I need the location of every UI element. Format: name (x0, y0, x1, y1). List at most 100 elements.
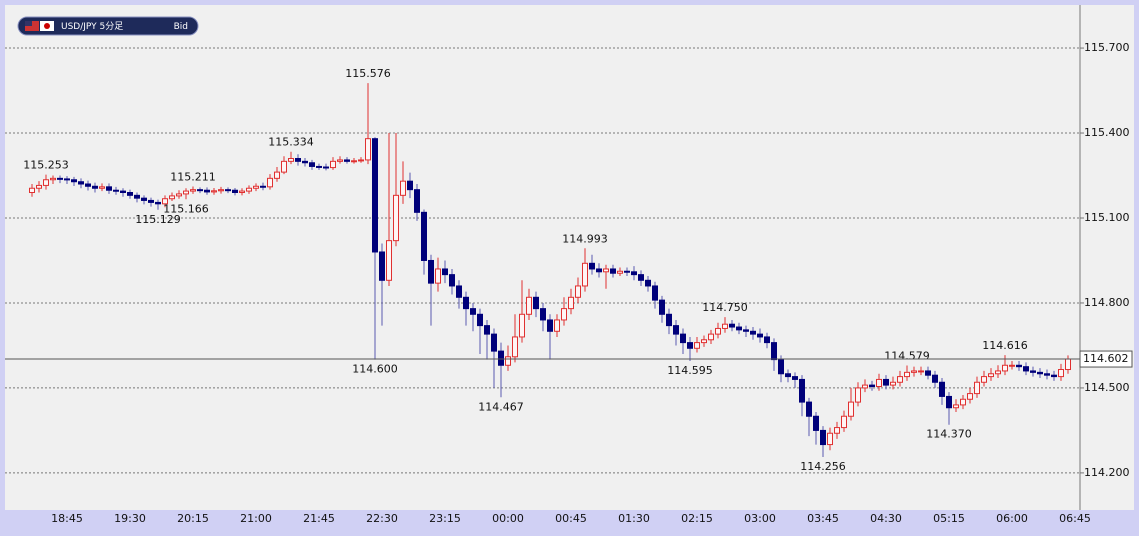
candle-body (43, 179, 49, 186)
candle-body (365, 138, 371, 161)
candle-body (652, 285, 658, 301)
candle-body (302, 160, 308, 164)
candle-body (904, 371, 910, 378)
x-tick-label: 21:00 (240, 512, 272, 525)
x-tick-label: 19:30 (114, 512, 146, 525)
candle-body (771, 342, 777, 361)
candle-body (204, 189, 210, 193)
candle-body (519, 313, 525, 338)
candle-body (869, 384, 875, 388)
y-tick-label: 115.100 (1084, 211, 1130, 224)
x-tick-label: 03:45 (807, 512, 839, 525)
y-tick-label: 115.700 (1084, 41, 1130, 54)
candle-body (743, 329, 749, 332)
candle-body (582, 262, 588, 287)
low-label: 114.370 (926, 428, 972, 441)
y-tick-label: 115.400 (1084, 126, 1130, 139)
candle-body (638, 274, 644, 281)
candle-body (64, 178, 70, 181)
candle-body (1002, 364, 1008, 372)
low-label: 115.129 (135, 213, 181, 226)
candle-body (505, 356, 511, 366)
candle-body (134, 194, 140, 199)
x-tick-label: 06:45 (1059, 512, 1091, 525)
high-label: 115.576 (345, 67, 391, 80)
candle-body (820, 429, 826, 446)
candle-body (85, 183, 91, 187)
candle-body (92, 185, 98, 189)
candle-body (554, 319, 560, 332)
high-label: 115.334 (268, 136, 314, 149)
x-tick-label: 00:45 (555, 512, 587, 525)
last-price-box (1079, 350, 1133, 368)
candle-body (1016, 364, 1022, 368)
candle-body (148, 199, 154, 203)
candle-body (491, 333, 497, 352)
candle-body (337, 159, 343, 162)
candle-body (799, 378, 805, 403)
candle-body (946, 395, 952, 409)
candle-body (932, 374, 938, 383)
low-label: 115.166 (163, 202, 209, 215)
candle-body (736, 326, 742, 331)
candle-body (211, 190, 217, 193)
candle-body (813, 415, 819, 431)
candle-body (379, 251, 385, 281)
candle-body (358, 159, 364, 162)
candle-body (617, 270, 623, 274)
candle-body (106, 186, 112, 191)
x-tick-label: 06:00 (996, 512, 1028, 525)
candle-body (113, 189, 119, 192)
candle-body (71, 179, 77, 183)
candle-body (162, 198, 168, 205)
candle-body (764, 336, 770, 344)
candle-body (498, 350, 504, 366)
candle-body (281, 160, 287, 173)
y-tick-label: 114.800 (1084, 296, 1130, 309)
candle-body (687, 342, 693, 349)
candle-body (834, 427, 840, 434)
low-label: 114.595 (667, 364, 713, 377)
candle-body (883, 378, 889, 386)
candle-body (197, 189, 203, 192)
candle-body (330, 160, 336, 169)
candle-body (911, 370, 917, 373)
candle-body (806, 401, 812, 417)
flag-us-canton (25, 21, 32, 26)
candle-body (750, 330, 756, 335)
candle-body (393, 194, 399, 242)
candle-body (757, 333, 763, 338)
low-label: 114.600 (352, 363, 398, 376)
candle-body (645, 279, 651, 287)
candle-body (260, 185, 266, 188)
candle-body (29, 187, 35, 193)
candle-body (463, 296, 469, 310)
candle-body (169, 195, 175, 200)
x-tick-label: 22:30 (366, 512, 398, 525)
candle-body (792, 376, 798, 380)
x-tick-label: 23:15 (429, 512, 461, 525)
candle-body (218, 189, 224, 192)
candle-body (456, 285, 462, 298)
candle-body (99, 186, 105, 189)
candle-body (442, 268, 448, 276)
candle-body (722, 323, 728, 329)
candle-body (232, 189, 238, 193)
candle-body (484, 325, 490, 335)
candle-body (274, 171, 280, 179)
candle-body (344, 159, 350, 162)
high-label: 115.211 (170, 171, 216, 184)
candle-body (449, 274, 455, 287)
candle-body (477, 313, 483, 327)
candle-body (1030, 370, 1036, 373)
candle-body (78, 181, 84, 185)
candle-body (176, 193, 182, 197)
x-tick-label: 00:00 (492, 512, 524, 525)
candle-body (309, 162, 315, 167)
candle-body (36, 184, 42, 189)
candle-body (253, 185, 259, 189)
candle-body (1058, 369, 1064, 378)
candle-body (897, 376, 903, 383)
candle-body (316, 165, 322, 168)
